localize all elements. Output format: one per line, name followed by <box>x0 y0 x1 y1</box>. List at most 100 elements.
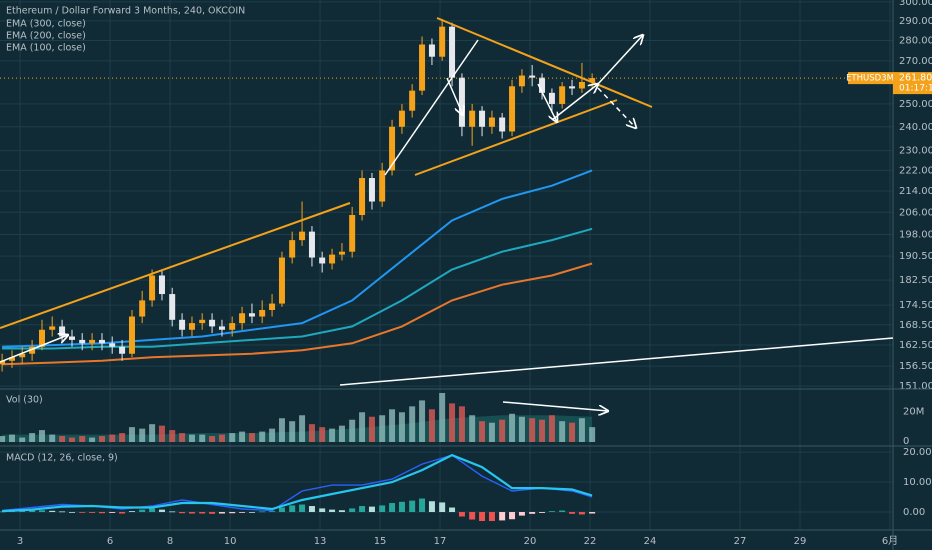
candle-body <box>19 353 26 358</box>
candle-body <box>289 240 296 258</box>
volume-bar <box>119 433 126 442</box>
candle-body <box>539 77 546 93</box>
y-tick-label: 222.00 <box>899 165 932 176</box>
volume-bar <box>79 436 86 442</box>
candle-body <box>229 323 236 330</box>
macd-histogram-bar <box>259 511 266 513</box>
y-tick-label: 230.00 <box>899 146 932 157</box>
volume-bar <box>278 418 285 442</box>
macd-histogram-bar <box>398 501 405 513</box>
trend-line <box>436 17 653 108</box>
macd-histogram-bar <box>518 512 525 516</box>
macd-histogram-bar <box>499 512 506 521</box>
macd-histogram-bar <box>229 512 236 514</box>
candle-body <box>199 319 206 324</box>
macd-histogram-bar <box>109 512 116 513</box>
candle-body <box>319 257 326 264</box>
y-tick-label: 214.00 <box>899 186 932 197</box>
volume-bar <box>179 433 186 442</box>
x-tick-label: 20 <box>524 536 537 547</box>
candle-body <box>259 310 266 317</box>
macd-histogram-bar <box>509 512 516 520</box>
candle-body <box>488 117 495 127</box>
volume-bar <box>109 434 116 442</box>
drawings <box>0 17 894 411</box>
volume-bar <box>59 436 66 442</box>
volume-bar <box>19 437 26 442</box>
y-tick-label: 280.00 <box>899 35 932 46</box>
volume-bar <box>529 418 536 442</box>
candle-body <box>449 26 456 78</box>
volume-bar <box>439 392 446 442</box>
candle-body <box>589 78 596 82</box>
volume-bar <box>299 415 306 442</box>
macd-histogram-bar <box>289 505 296 513</box>
candle-body <box>79 339 86 344</box>
volume-bar <box>158 425 165 442</box>
y-tick-label: 168.50 <box>899 320 932 331</box>
candle-body <box>128 316 135 354</box>
macd-histogram-bar <box>578 512 585 515</box>
volume-bar <box>469 415 476 442</box>
price-tag-timer: 01:17:10 <box>899 84 932 94</box>
macd-histogram-bar <box>329 509 336 513</box>
candle-body <box>419 44 426 91</box>
macd-line <box>2 453 593 513</box>
macd-histogram-bar <box>169 511 176 513</box>
candle-body <box>479 110 486 127</box>
price-tag-value-text: 261.80 <box>899 73 932 84</box>
macd-histogram-bar <box>539 512 546 513</box>
macd-histogram-bar <box>179 512 186 514</box>
macd-histogram-bar <box>128 511 135 513</box>
macd-histogram-bar <box>359 506 366 513</box>
x-tick-label: 8 <box>167 536 173 547</box>
x-tick-label: 3 <box>17 536 23 547</box>
volume-bar <box>239 431 246 442</box>
volume-bar <box>149 424 156 442</box>
x-tick-label: 6月 <box>882 535 898 547</box>
macd-histogram-bar <box>419 498 426 513</box>
volume-bar <box>8 434 15 442</box>
macd-histogram-bar <box>68 512 75 513</box>
candle-body <box>338 251 345 255</box>
macd-histogram-bar <box>548 511 555 513</box>
volume-bar <box>98 436 105 442</box>
y-tick-label: 20.00 <box>903 447 932 458</box>
candle-body <box>509 86 516 132</box>
macd-histogram-bar <box>188 512 195 514</box>
candle-body <box>188 323 195 330</box>
candle-body <box>8 357 15 361</box>
y-tick-label: 270.00 <box>899 56 932 67</box>
candle-body <box>209 319 216 327</box>
candle-body <box>499 117 506 132</box>
candle-body <box>38 329 45 347</box>
volume-bar <box>479 421 486 442</box>
volume-bar <box>419 400 426 442</box>
volume-bar <box>38 430 45 442</box>
y-tick-label: 290.00 <box>899 16 932 27</box>
volume-bar <box>308 424 315 442</box>
candle-body <box>389 126 396 171</box>
volume-bar <box>29 433 36 442</box>
macd-histogram-bar <box>479 512 486 522</box>
volume-bar <box>169 430 176 442</box>
y-tick-label: 206.00 <box>899 207 932 218</box>
legend-entry: EMA (300, close) <box>6 19 86 30</box>
arrow <box>0 335 68 363</box>
macd-histogram-bar <box>569 512 576 514</box>
macd-histogram-bar <box>158 509 165 513</box>
arrow <box>597 87 636 128</box>
y-tick-label: 198.00 <box>899 229 932 240</box>
candle-body <box>98 339 105 344</box>
volume-bar <box>569 422 576 442</box>
y-tick-label: 240.00 <box>899 122 932 133</box>
volume-bar <box>409 406 416 442</box>
x-tick-label: 15 <box>374 536 387 547</box>
y-tick-label: 10.00 <box>903 477 932 488</box>
arrow <box>384 39 479 176</box>
price-tag-symbol-text: ETHUSD3M <box>846 74 894 84</box>
macd-histogram-bar <box>379 505 386 513</box>
volume-bar <box>428 409 435 442</box>
macd-histogram-bar <box>319 508 326 513</box>
volume-bar <box>259 431 266 442</box>
